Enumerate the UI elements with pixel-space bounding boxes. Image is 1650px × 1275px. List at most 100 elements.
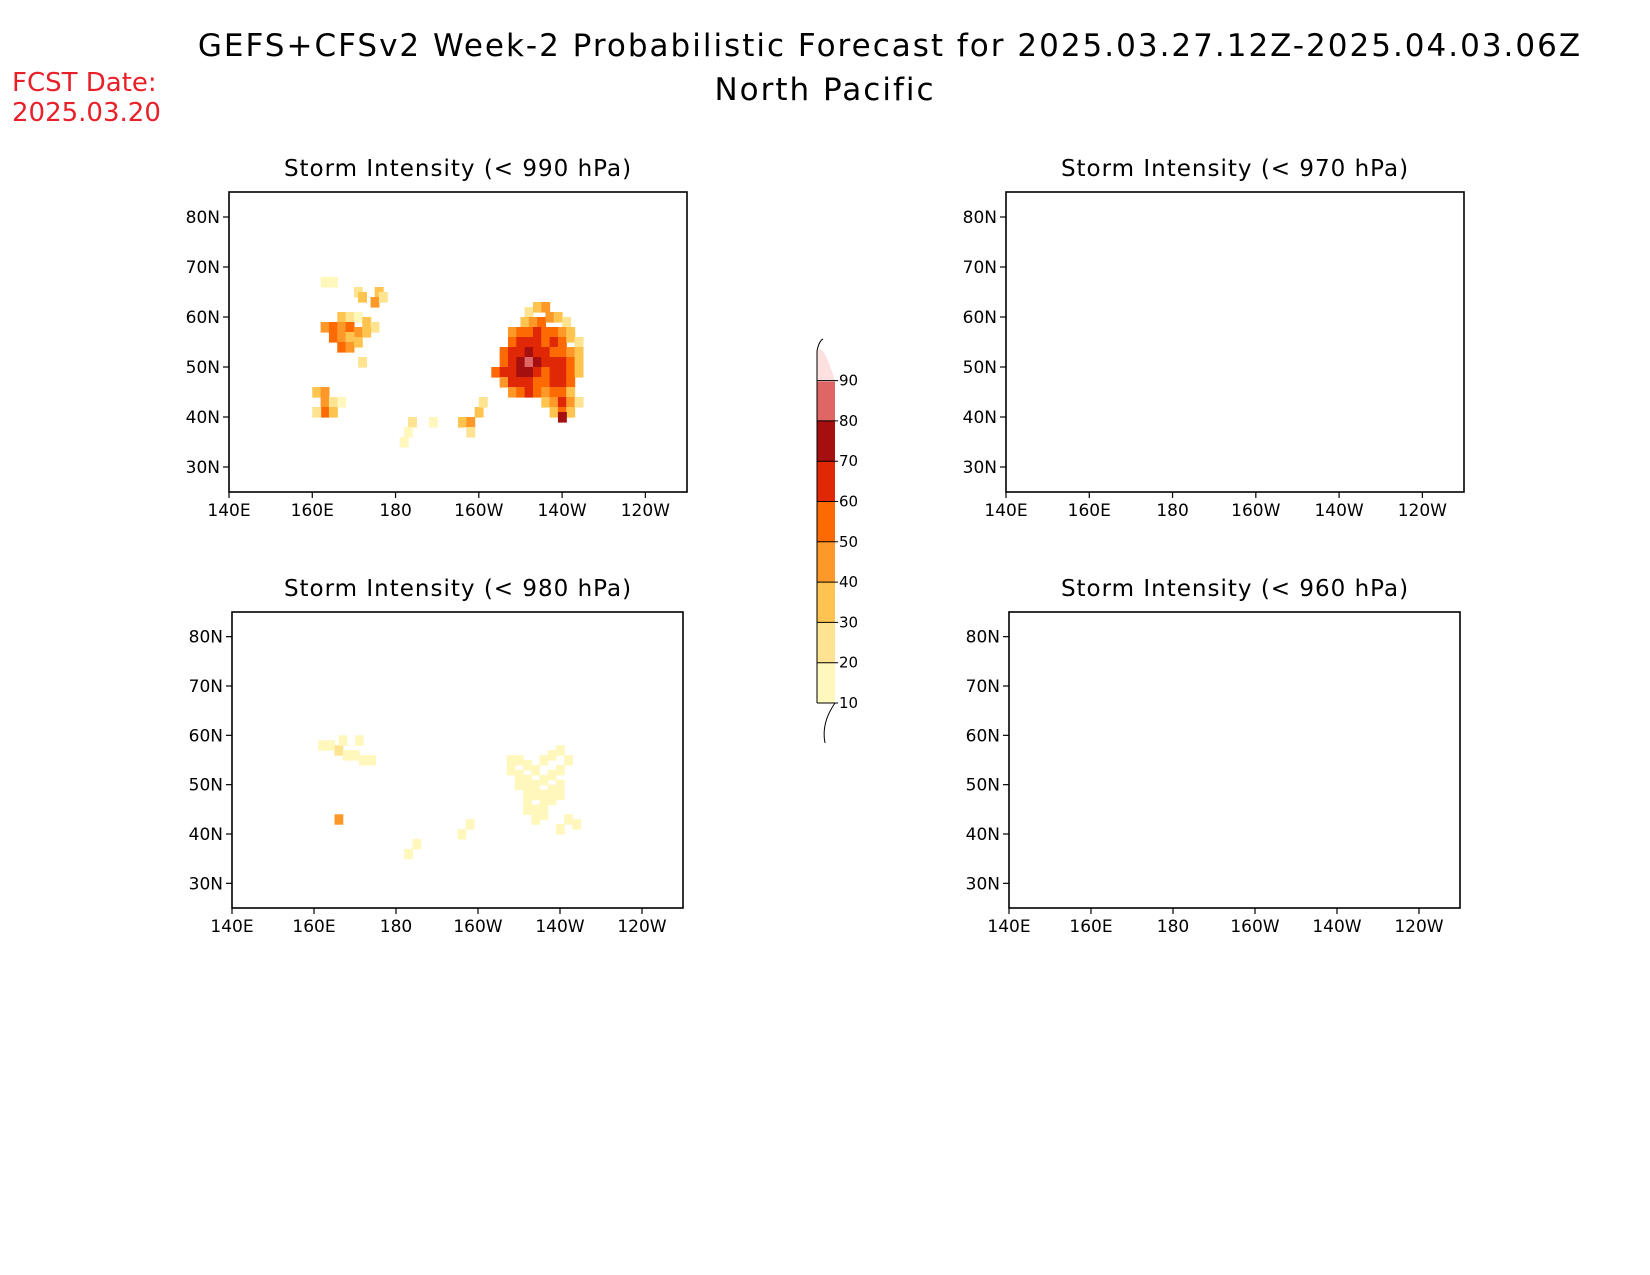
panel-970-frame — [1005, 191, 1465, 493]
p990-cell — [328, 332, 338, 343]
p980-cell — [531, 804, 541, 815]
p980-lon-tick-label: 160W — [453, 917, 502, 937]
p980-lat-tick-label: 30N — [189, 874, 223, 894]
p960-lat-tick-label: 70N — [966, 677, 1000, 697]
p980-cell — [531, 764, 541, 776]
p980-cell — [404, 848, 413, 860]
p990-lat-tick-label: 60N — [186, 308, 220, 328]
p960-lat-tick-label: 60N — [966, 726, 1000, 746]
p990-cell — [528, 317, 538, 328]
p990-cell — [516, 377, 526, 388]
p990-cell — [557, 412, 567, 423]
panel-980-frame — [231, 611, 684, 909]
panel-990-frame — [228, 191, 688, 493]
p980-lon-tick-label: 140W — [535, 917, 584, 937]
p960-lon-tick-label: 160W — [1230, 917, 1279, 937]
panel-960-title: Storm Intensity (< 960 hPa) — [1061, 576, 1409, 602]
p980-cell — [531, 814, 541, 825]
p970-lon-tick-label: 140W — [1314, 501, 1363, 521]
panel-970-axis-ticks: 140E 160E 180 160W 140W 120W 30N 40N 50N 60N 70N 80… — [963, 208, 1448, 521]
p980-cell — [555, 789, 565, 801]
panel-980-axis-ticks: 140E 160E 180 160W 140W 120W 30N 40N 50N 60N 70N 80… — [189, 628, 667, 937]
colorbar-label: 50 — [839, 533, 858, 551]
panel-960: Storm Intensity (< 960 hPa) 140E 160E 180 1… — [966, 576, 1461, 937]
p990-cell — [541, 347, 551, 358]
p990-cell — [507, 357, 517, 368]
p990-cell — [328, 322, 338, 333]
p990-cell — [345, 322, 355, 333]
p990-cell — [545, 312, 555, 323]
p990-cell — [516, 347, 526, 358]
panel-970: Storm Intensity (< 970 hPa) 140E 160E 180 1… — [963, 156, 1465, 521]
p980-lat-tick-label: 60N — [189, 726, 223, 746]
colorbar-label: 20 — [839, 654, 858, 672]
colorbar-segment — [817, 501, 835, 542]
p990-cell — [549, 397, 559, 408]
p990-cell — [557, 367, 567, 378]
p980-cell — [334, 745, 344, 756]
p990-cell — [532, 377, 542, 388]
p990-cell — [499, 347, 509, 358]
p990-cell — [566, 397, 576, 408]
p960-lat-tick-label: 30N — [966, 874, 1000, 894]
p960-lon-tick-label: 120W — [1394, 917, 1443, 937]
p980-lon-tick-label: 120W — [617, 917, 666, 937]
p990-cell — [574, 397, 584, 408]
p990-cell — [520, 317, 530, 328]
p990-cell — [549, 327, 559, 338]
p980-cell — [514, 755, 524, 766]
panel-960-frame — [1008, 611, 1461, 909]
p960-lon-tick-label: 140E — [987, 917, 1030, 937]
colorbar: 10 20 30 40 50 60 70 80 90 — [816, 338, 858, 744]
colorbar-segment — [817, 380, 835, 421]
p990-cell — [557, 357, 567, 368]
p990-cell — [362, 317, 372, 328]
p990-cell — [370, 297, 380, 308]
p990-cell — [524, 387, 534, 398]
p990-cell — [345, 342, 355, 353]
p990-cell — [507, 327, 517, 338]
p980-cell — [555, 824, 565, 835]
p980-cell — [338, 735, 348, 746]
p990-cell — [320, 322, 330, 333]
p990-cell — [491, 367, 501, 378]
p970-lon-tick-label: 120W — [1398, 501, 1447, 521]
p970-lat-tick-label: 50N — [963, 358, 997, 378]
p980-cell — [457, 829, 467, 840]
p990-cell — [507, 377, 517, 388]
panel-990-probability-field — [312, 277, 584, 448]
panel-990-axis-ticks: 140E 160E 180 160W 140W 120W 30N 40N 50N 60N 70N 80… — [186, 208, 671, 521]
p990-cell — [549, 387, 559, 398]
colorbar-segment — [817, 622, 835, 663]
p980-cell — [547, 750, 557, 761]
p990-cell — [549, 367, 559, 378]
colorbar-bottom-tip — [817, 702, 836, 744]
p980-cell — [564, 814, 573, 825]
p980-cell — [547, 784, 557, 796]
p960-lat-tick-label: 50N — [966, 776, 1000, 796]
p970-lat-tick-label: 30N — [963, 458, 997, 478]
p990-lat-tick-label: 80N — [186, 208, 220, 228]
p990-cell — [516, 327, 526, 338]
p990-cell — [574, 347, 584, 358]
p980-cell — [523, 774, 532, 786]
colorbar-segment — [817, 541, 835, 583]
colorbar-segment — [817, 582, 835, 623]
p990-cell — [408, 417, 417, 428]
p960-lon-tick-label: 140W — [1312, 917, 1361, 937]
p990-lon-tick-label: 120W — [621, 501, 670, 521]
p990-cell — [428, 417, 438, 428]
p980-lon-tick-label: 140E — [210, 917, 253, 937]
p980-cell — [506, 764, 516, 776]
p990-cell — [345, 332, 355, 343]
p990-cell — [566, 367, 576, 378]
forecast-date-value: 2025.03.20 — [12, 98, 161, 128]
p980-cell — [523, 784, 532, 796]
colorbar-label: 60 — [839, 493, 858, 511]
p990-cell — [320, 407, 330, 418]
panel-960-axis-ticks: 140E 160E 180 160W 140W 120W 30N 40N 50N 60N 70N 80… — [966, 628, 1444, 937]
p990-cell — [353, 327, 363, 338]
p990-lat-tick-label: 50N — [186, 358, 220, 378]
p990-cell — [541, 387, 551, 398]
p980-cell — [539, 809, 549, 820]
